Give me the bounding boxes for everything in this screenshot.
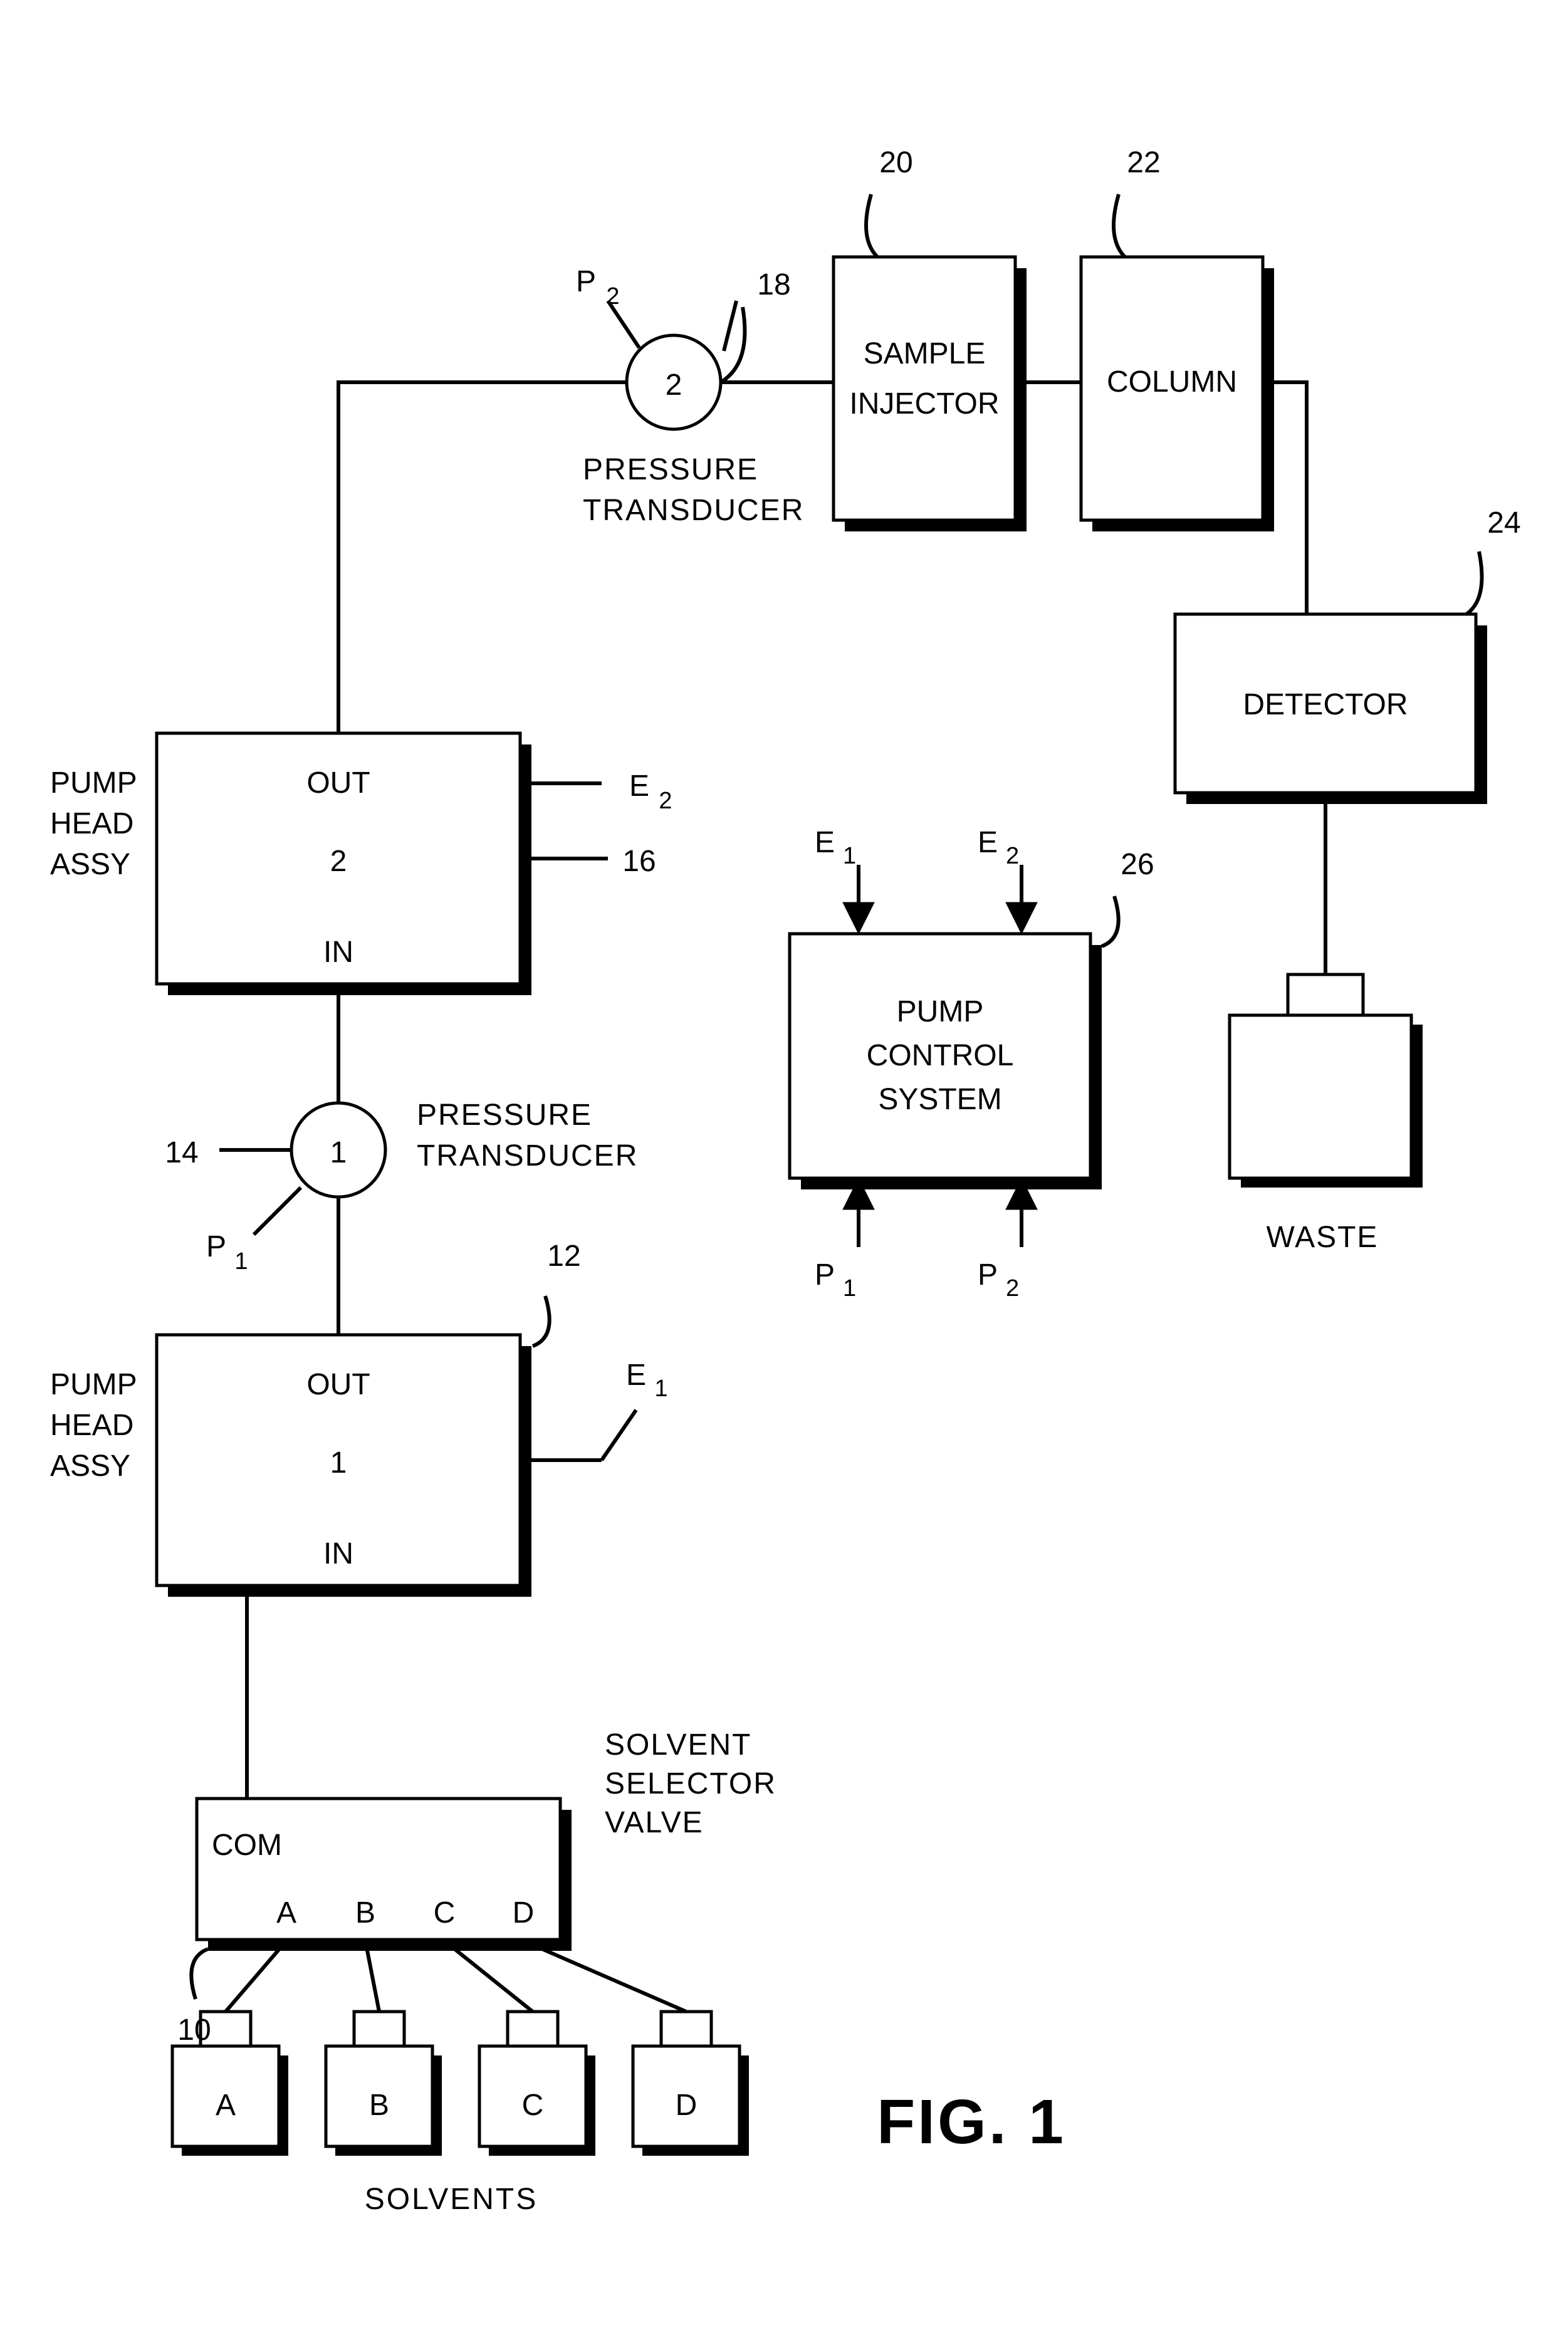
- valve-port-label: C: [434, 1896, 456, 1930]
- pump1-label-2: HEAD: [50, 1409, 133, 1442]
- pcs-p1-sub: 1: [843, 1275, 856, 1302]
- diagram-canvas: A B C D SOLVENTS COM A B C D 10 SOLVENT …: [0, 0, 1568, 2340]
- bottle-label: D: [676, 2089, 698, 2122]
- pt2-num: 2: [666, 368, 682, 402]
- ref-number: 10: [177, 2014, 211, 2047]
- solvent-bottle-B: B: [326, 1941, 442, 2156]
- pcs-e1: E: [815, 826, 835, 859]
- si-label-2: INJECTOR: [849, 387, 999, 420]
- figure-label: FIG. 1: [877, 2087, 1066, 2157]
- ref-18: 18: [757, 268, 790, 301]
- pcs-e2-sub: 2: [1006, 843, 1019, 869]
- waste-label: WASTE: [1267, 1221, 1379, 1254]
- pcs-label-2: CONTROL: [867, 1039, 1014, 1072]
- ref-26: 26: [1121, 848, 1154, 881]
- pump1-out: OUT: [306, 1368, 370, 1401]
- valve-port-label: A: [276, 1896, 296, 1930]
- pcs-e1-sub: 1: [843, 843, 856, 869]
- ref-20: 20: [879, 146, 912, 179]
- pump2-num: 2: [330, 845, 347, 878]
- pt2-label-1: PRESSURE: [583, 453, 758, 486]
- pump2-out: OUT: [306, 766, 370, 800]
- e1-label: E: [626, 1359, 646, 1392]
- ssv-label-1: SOLVENT: [605, 1728, 752, 1762]
- bottle-label: C: [522, 2089, 544, 2122]
- e1-sub: 1: [654, 1376, 667, 1402]
- solvent-bottle-C: C: [444, 1941, 595, 2156]
- pump2-label-1: PUMP: [50, 766, 137, 800]
- pressure-transducer-2: 2: [627, 335, 721, 429]
- pt1-label-2: TRANSDUCER: [417, 1139, 638, 1173]
- p2-label: P: [576, 265, 596, 298]
- pump1-in: IN: [323, 1537, 353, 1570]
- p1-sub: 1: [234, 1248, 248, 1275]
- pt2-label-2: TRANSDUCER: [583, 494, 804, 527]
- ref-12: 12: [547, 1240, 580, 1273]
- pt1-label-1: PRESSURE: [417, 1099, 592, 1132]
- si-label-1: SAMPLE: [864, 337, 986, 370]
- pt1-num: 1: [330, 1136, 347, 1169]
- ssv-label-3: VALVE: [605, 1806, 704, 1839]
- column-label: COLUMN: [1107, 365, 1237, 399]
- pump2-in: IN: [323, 936, 353, 969]
- pressure-transducer-1: 1: [291, 1103, 385, 1197]
- solvents-label: SOLVENTS: [365, 2183, 538, 2216]
- p1-label: P: [206, 1230, 226, 1263]
- pump2-label-2: HEAD: [50, 807, 133, 840]
- pcs-p2: P: [978, 1258, 998, 1292]
- pcs-label-1: PUMP: [897, 995, 984, 1028]
- waste-container: [1230, 974, 1423, 1188]
- pump1-label-3: ASSY: [50, 1449, 130, 1483]
- pump1-num: 1: [330, 1446, 347, 1480]
- pcs-input-e2: E 2: [978, 826, 1037, 934]
- valve-port-label: D: [513, 1896, 535, 1930]
- valve-port-label: B: [355, 1896, 375, 1930]
- ref-16: 16: [622, 845, 656, 878]
- pcs-p2-sub: 2: [1006, 1275, 1019, 1302]
- detector-label: DETECTOR: [1243, 688, 1408, 721]
- pcs-input-e1: E 1: [815, 826, 874, 934]
- pcs-input-p2: P 2: [978, 1178, 1037, 1302]
- e2-sub: 2: [659, 788, 672, 814]
- ref-24: 24: [1487, 506, 1520, 540]
- valve-com-label: COM: [212, 1829, 282, 1862]
- e2-label: E: [629, 770, 649, 803]
- bottle-label: A: [216, 2089, 236, 2122]
- sample-injector: SAMPLE INJECTOR: [834, 257, 1027, 531]
- pump-control-system: PUMP CONTROL SYSTEM: [790, 934, 1102, 1189]
- solvent-selector-valve: COM A B C D: [197, 1799, 572, 1951]
- pcs-e2: E: [978, 826, 998, 859]
- p2-sub: 2: [606, 283, 619, 310]
- pcs-input-p1: P 1: [815, 1178, 874, 1302]
- detector: DETECTOR: [1175, 614, 1487, 804]
- pump1-label-1: PUMP: [50, 1368, 137, 1401]
- ref-22: 22: [1127, 146, 1160, 179]
- ref-14: 14: [165, 1136, 198, 1169]
- bottle-label: B: [369, 2089, 389, 2122]
- pcs-label-3: SYSTEM: [878, 1083, 1001, 1116]
- column: COLUMN: [1081, 257, 1274, 531]
- pump2-label-3: ASSY: [50, 848, 130, 881]
- pump-head-2: OUT 2 IN: [157, 733, 531, 995]
- pump-head-1: OUT 1 IN: [157, 1335, 531, 1597]
- pcs-p1: P: [815, 1258, 835, 1292]
- ssv-label-2: SELECTOR: [605, 1767, 776, 1800]
